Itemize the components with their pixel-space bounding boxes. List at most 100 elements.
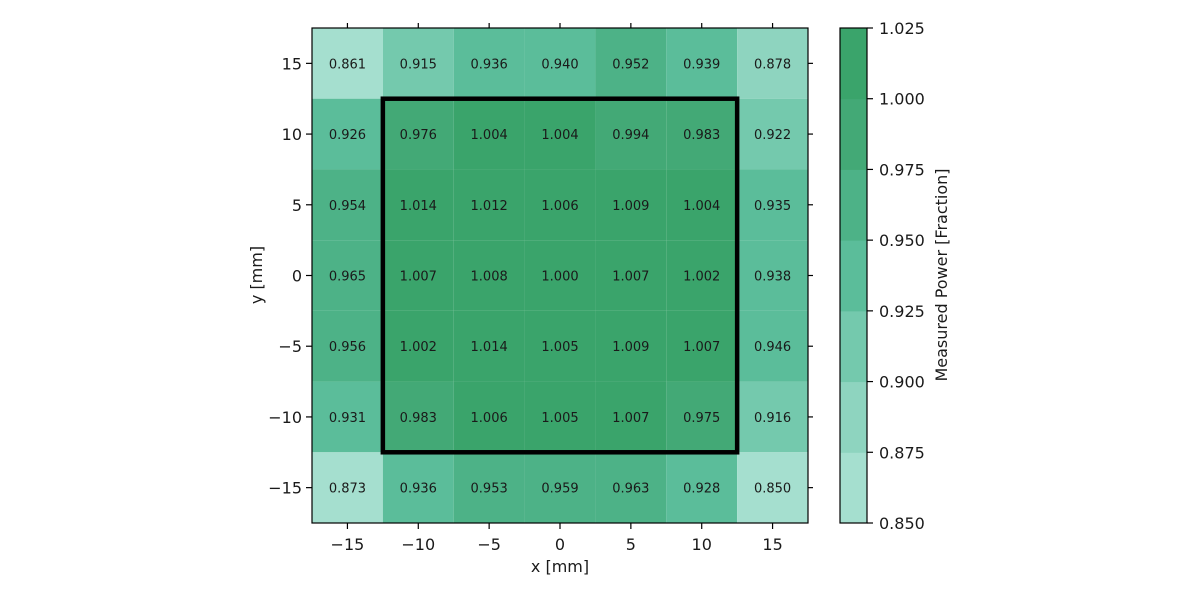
cell-value-label: 0.946 — [754, 340, 791, 355]
heatmap-cell — [312, 28, 383, 99]
heatmap-cell — [666, 452, 738, 523]
heatmap-cell — [453, 28, 525, 99]
cell-value-label: 0.915 — [400, 57, 437, 72]
colorbar-label: Measured Power [Fraction] — [932, 168, 951, 381]
x-tick-label: −10 — [401, 535, 435, 554]
colorbar-tick-label: 1.000 — [879, 90, 925, 109]
cell-value-label: 0.936 — [400, 482, 437, 497]
cell-value-label: 0.976 — [400, 128, 437, 143]
cell-value-label: 0.959 — [541, 482, 578, 497]
cell-value-label: 0.850 — [754, 482, 791, 497]
colorbar-tick-label: 0.925 — [879, 302, 925, 321]
heatmap-cell — [595, 381, 667, 453]
colorbar-segment — [840, 452, 867, 524]
cell-value-label: 0.963 — [612, 482, 649, 497]
cell-value-label: 0.954 — [329, 199, 366, 214]
heatmap-cell — [312, 452, 383, 523]
heatmap-cell — [453, 310, 525, 382]
cell-value-label: 1.014 — [471, 340, 508, 355]
heatmap-cell — [737, 452, 808, 523]
cell-value-label: 0.936 — [471, 57, 508, 72]
cell-value-label: 1.009 — [612, 340, 649, 355]
cell-value-label: 0.983 — [683, 128, 720, 143]
colorbar-tick-label: 0.900 — [879, 373, 925, 392]
y-tick-label: −10 — [268, 408, 302, 427]
heatmap-cell — [737, 98, 808, 170]
heatmap-cell — [666, 310, 738, 382]
cell-value-label: 1.009 — [612, 199, 649, 214]
heatmap-cell — [312, 381, 383, 453]
x-tick-label: 10 — [692, 535, 712, 554]
x-tick-label: 0 — [555, 535, 565, 554]
highlight-box — [380, 96, 740, 455]
cell-value-label: 0.878 — [754, 57, 791, 72]
heatmap-cell — [382, 310, 454, 382]
heatmap-cell — [382, 28, 454, 99]
cell-value-label: 0.926 — [329, 128, 366, 143]
cell-value-label: 1.006 — [541, 199, 578, 214]
heatmap-cell — [524, 240, 596, 311]
heatmap-cell — [524, 310, 596, 382]
heatmap-cell — [666, 28, 738, 99]
heatmap-cell — [737, 310, 808, 382]
heatmap-cell — [453, 240, 525, 311]
cell-value-label: 1.007 — [612, 270, 649, 285]
heatmap-cell — [524, 98, 596, 170]
heatmap-cell — [595, 169, 667, 241]
cell-value-label: 0.922 — [754, 128, 791, 143]
heatmap-cell — [524, 452, 596, 523]
cell-value-label: 0.965 — [329, 270, 366, 285]
cell-value-label: 1.005 — [541, 411, 578, 426]
cell-value-label: 1.007 — [400, 270, 437, 285]
x-tick-label: −5 — [477, 535, 501, 554]
heatmap-cell — [595, 98, 667, 170]
heatmap-cell — [382, 98, 454, 170]
heatmap-cell — [666, 169, 738, 241]
heatmap-cell — [737, 28, 808, 99]
heatmap-cell-labels: 0.861 0.915 0.936 0.940 0.952 0.939 0.878 0.926… — [329, 57, 791, 496]
colorbar-segment — [840, 28, 867, 100]
cell-value-label: 0.931 — [329, 411, 366, 426]
cell-value-label: 1.007 — [683, 340, 720, 355]
cell-value-label: 0.952 — [612, 57, 649, 72]
heatmap-cell — [595, 240, 667, 311]
heatmap-cell — [382, 240, 454, 311]
cell-value-label: 0.953 — [471, 482, 508, 497]
cell-value-label: 1.004 — [541, 128, 578, 143]
heatmap-cell — [312, 169, 383, 241]
cell-value-label: 1.006 — [471, 411, 508, 426]
y-axis-label: y [mm] — [247, 246, 266, 304]
heatmap-cell — [666, 240, 738, 311]
cell-value-label: 1.000 — [541, 270, 578, 285]
heatmap-cell — [382, 381, 454, 453]
heatmap-cell — [453, 98, 525, 170]
heatmap-cell — [453, 452, 525, 523]
colorbar-frame — [839, 27, 868, 524]
y-tick-label: −5 — [278, 337, 302, 356]
cell-value-label: 1.002 — [400, 340, 437, 355]
cell-value-label: 1.004 — [471, 128, 508, 143]
heatmap-cell — [737, 240, 808, 311]
colorbar-tick-label: 0.850 — [879, 514, 925, 533]
cell-value-label: 1.008 — [471, 270, 508, 285]
colorbar-segment — [840, 310, 867, 383]
x-tick-label: 5 — [626, 535, 636, 554]
cell-value-label: 0.994 — [612, 128, 649, 143]
colorbar-tick-label: 1.025 — [879, 19, 925, 38]
colorbar: 0.850 0.875 0.900 0.925 0.950 0.975 1.000 1.025 — [839, 19, 925, 533]
heatmap-cell — [524, 381, 596, 453]
heatmap-cells — [312, 28, 808, 523]
heatmap-cell — [737, 169, 808, 241]
heatmap-cell — [595, 310, 667, 382]
cell-value-label: 0.938 — [754, 270, 791, 285]
x-tick-label: −15 — [331, 535, 365, 554]
cell-value-label: 0.983 — [400, 411, 437, 426]
cell-value-label: 0.935 — [754, 199, 791, 214]
heatmap-cell — [453, 169, 525, 241]
heatmap-cell — [524, 28, 596, 99]
colorbar-segment — [840, 240, 867, 312]
colorbar-tick-label: 0.975 — [879, 160, 925, 179]
heatmap-cell — [312, 310, 383, 382]
heatmap-cell — [595, 28, 667, 99]
